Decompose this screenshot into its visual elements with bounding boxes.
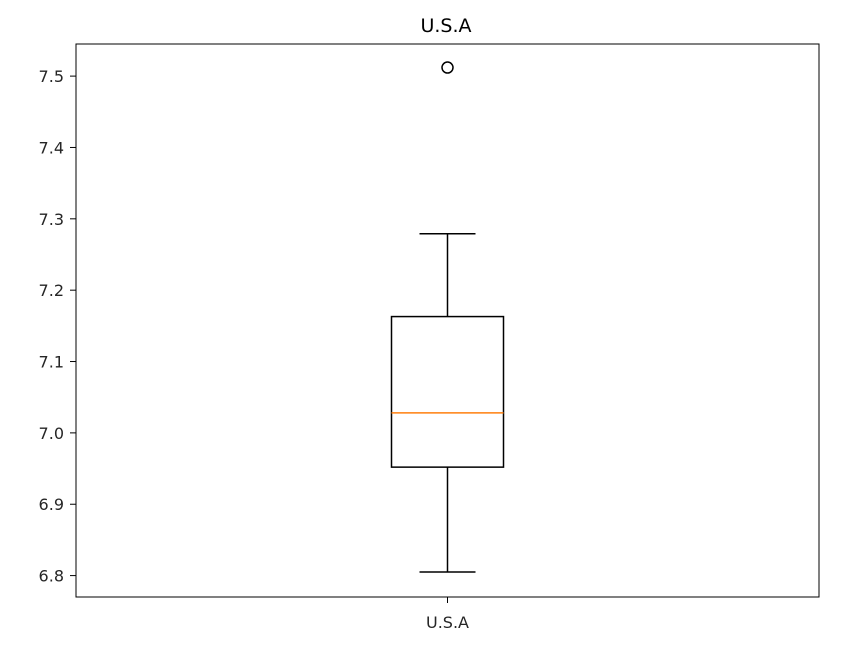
y-tick-label: 7.4 [39,138,64,157]
y-tick-label: 7.1 [39,353,64,372]
x-tick-label: U.S.A [426,613,469,632]
y-tick-label: 7.0 [39,424,64,443]
plot-area: 6.8 6.9 7.0 7.1 7.2 7.3 7.4 7.5 U.S.A [39,43,820,632]
y-tick-label: 7.5 [39,67,64,86]
y-tick-label: 7.3 [39,210,64,229]
box-iqr [390,315,505,468]
y-tick-label: 7.2 [39,281,64,300]
outlier-point [441,61,454,74]
y-tick-label: 6.9 [39,495,64,514]
chart-title: U.S.A [420,15,471,37]
y-tick-label: 6.8 [39,567,64,586]
